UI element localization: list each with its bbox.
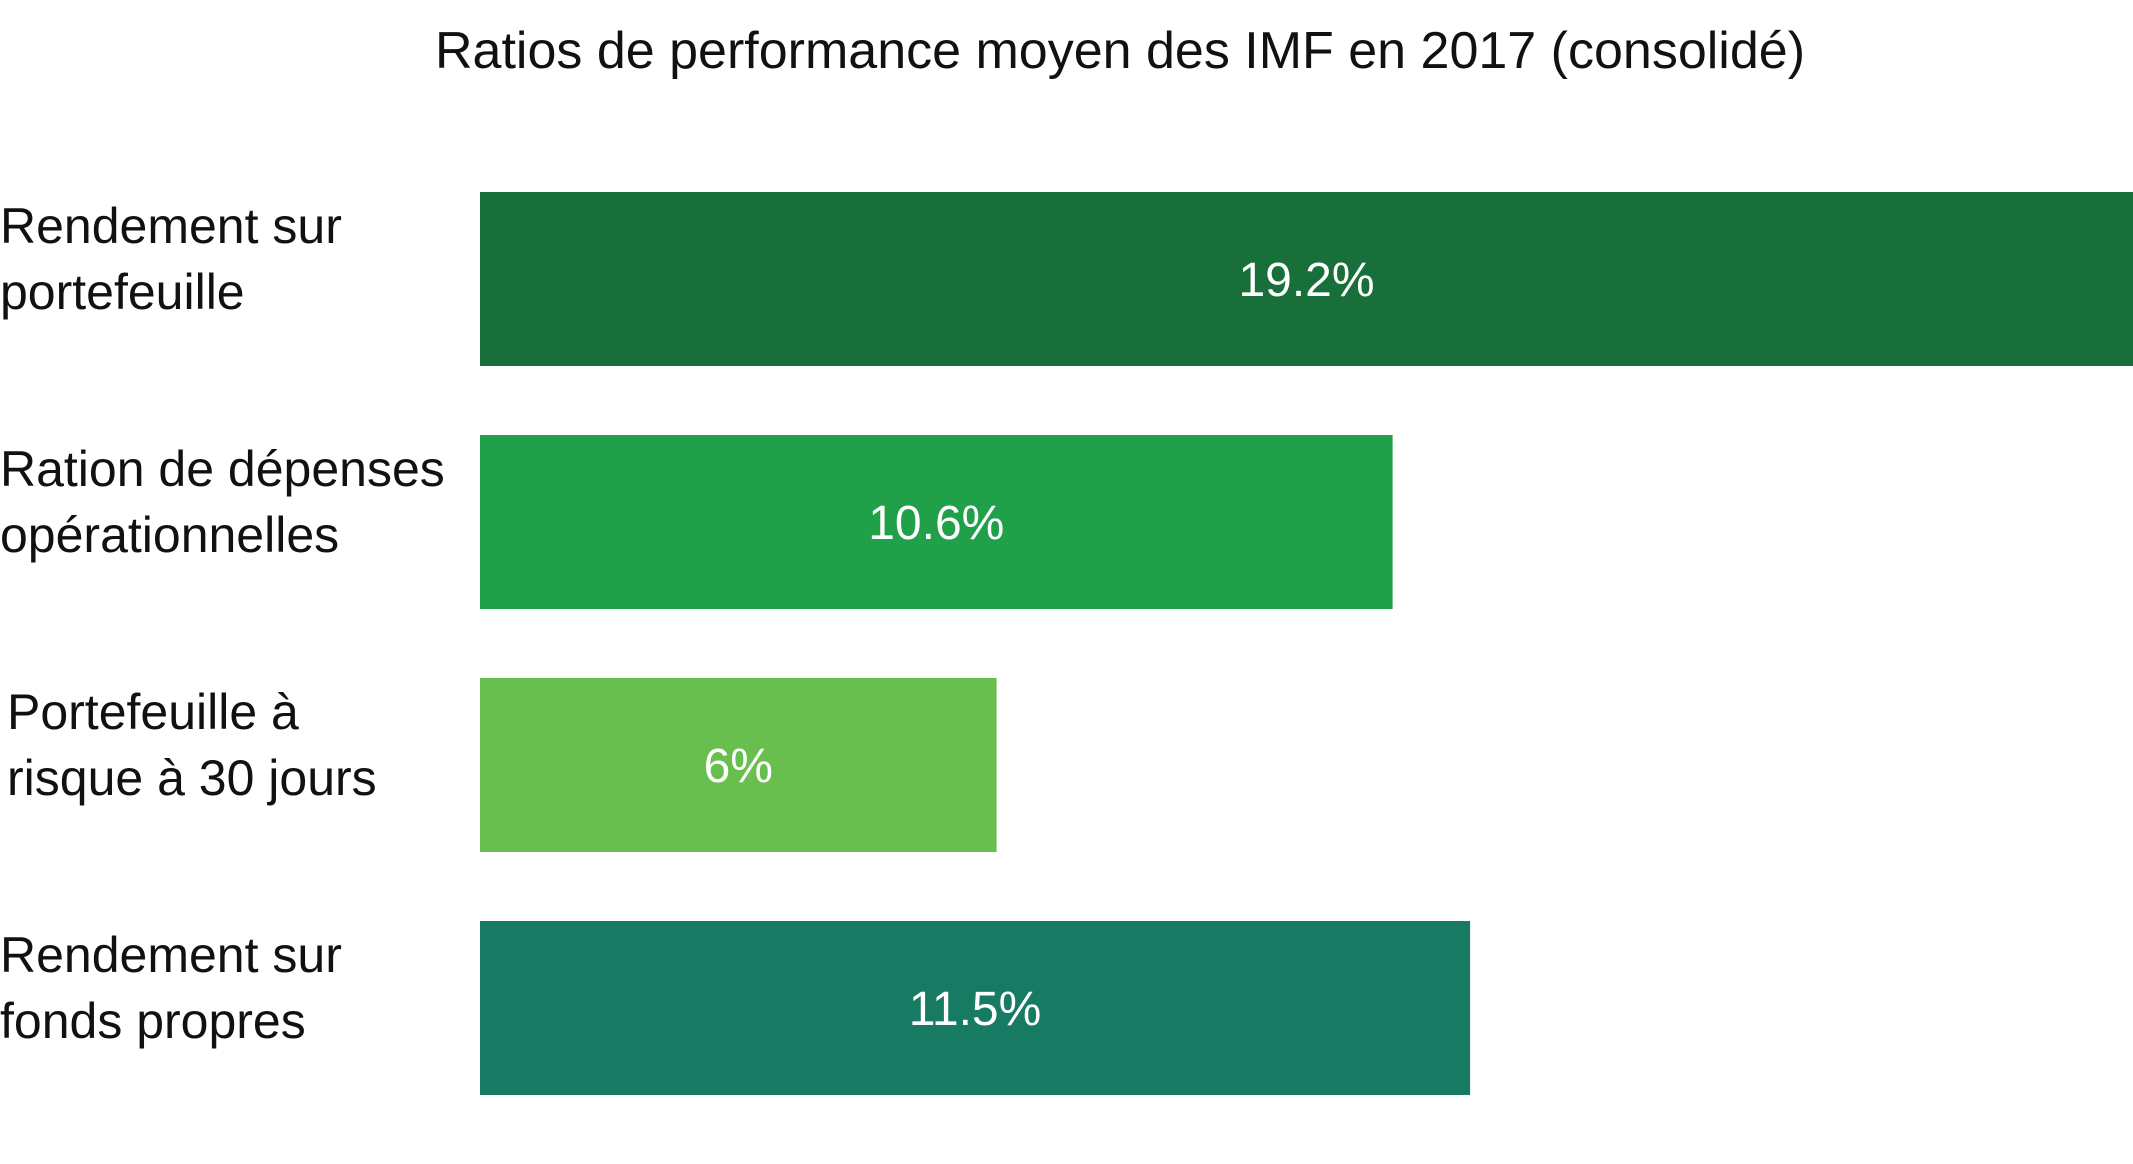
bar-group: 11.5% Rendement sur fonds propres	[0, 921, 1471, 1095]
bar-value-label: 6%	[704, 740, 773, 793]
bar-group: 19.2% Rendement sur portefeuille	[0, 192, 2133, 366]
bar	[480, 678, 997, 852]
bar-group: 6% Portefeuille à risque à 30 jours	[7, 678, 997, 852]
bar	[480, 435, 1393, 609]
bar-group: 10.6% Ration de dépenses opérationnelles	[0, 435, 1393, 609]
category-label: opérationnelles	[0, 507, 339, 563]
bar-value-label: 10.6%	[868, 497, 1004, 550]
bar	[480, 192, 2133, 366]
category-label: Portefeuille à	[7, 684, 299, 740]
bar-value-label: 11.5%	[909, 983, 1042, 1036]
bars-layer: 19.2% Rendement sur portefeuille 10.6% Ratio…	[0, 192, 2133, 1095]
chart-title: Ratios de performance moyen des IMF en 2…	[435, 22, 1805, 80]
category-label: Rendement sur	[0, 927, 342, 983]
category-label: risque à 30 jours	[7, 750, 377, 806]
bar	[480, 921, 1471, 1095]
bar-value-label: 19.2%	[1238, 254, 1374, 307]
category-label: portefeuille	[0, 264, 245, 320]
category-label: Ration de dépenses	[0, 441, 445, 497]
category-label: fonds propres	[0, 993, 306, 1049]
category-label: Rendement sur	[0, 198, 342, 254]
